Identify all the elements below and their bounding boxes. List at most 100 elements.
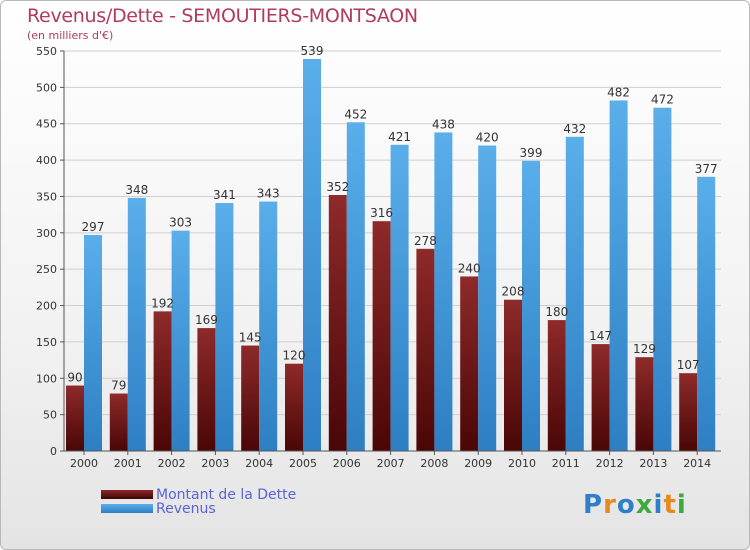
data-label-revenus: 421 [388, 130, 411, 144]
data-label-revenus: 377 [695, 162, 718, 176]
y-tick-label: 100 [36, 372, 57, 385]
data-label-revenus: 297 [82, 220, 105, 234]
bar-revenus [303, 59, 321, 451]
bar-revenus [171, 230, 190, 451]
data-label-revenus: 399 [520, 146, 543, 160]
data-label-dette: 145 [239, 331, 262, 345]
logo-letter: i [676, 490, 687, 520]
logo-letter: P [583, 490, 604, 520]
bar-dette [109, 393, 128, 451]
bar-revenus [478, 145, 497, 451]
bar-dette [197, 328, 216, 451]
bar-dette [66, 385, 84, 451]
data-label-dette: 240 [458, 261, 481, 275]
data-label-dette: 120 [283, 349, 306, 363]
bar-revenus [697, 176, 716, 451]
bar-revenus [346, 122, 365, 451]
logo-letter: o [616, 490, 636, 520]
legend-label-dette: Montant de la Dette [156, 487, 297, 503]
bar-dette [372, 221, 391, 451]
x-tick-label: 2007 [377, 457, 405, 470]
bar-revenus [215, 203, 234, 451]
bar-dette [241, 345, 260, 451]
legend-label-revenus: Revenus [156, 501, 216, 517]
data-label-dette: 79 [111, 379, 126, 393]
bar-revenus [127, 197, 146, 451]
y-tick-label: 150 [36, 336, 57, 349]
bar-dette [591, 344, 610, 451]
data-label-dette: 107 [677, 358, 700, 372]
x-tick-label: 2001 [114, 457, 142, 470]
data-label-dette: 90 [67, 371, 82, 385]
legend-swatch-dette [101, 490, 153, 499]
data-label-revenus: 303 [169, 216, 192, 230]
y-tick-label: 550 [36, 45, 57, 58]
bar-dette [504, 299, 522, 451]
x-tick-label: 2010 [508, 457, 536, 470]
bar-dette [635, 357, 654, 451]
data-label-dette: 192 [151, 296, 174, 310]
y-tick-label: 450 [36, 118, 57, 131]
bar-dette [285, 363, 303, 451]
bar-dette [328, 195, 347, 451]
x-tick-label: 2008 [420, 457, 448, 470]
data-label-dette: 278 [414, 234, 437, 248]
data-label-revenus: 348 [125, 183, 148, 197]
x-tick-label: 2011 [552, 457, 580, 470]
bar-dette [460, 276, 479, 451]
data-label-revenus: 343 [257, 187, 280, 201]
data-label-dette: 129 [633, 342, 656, 356]
logo-letter: i [653, 490, 664, 520]
logo-letter: t [663, 490, 677, 520]
x-tick-label: 2000 [70, 457, 98, 470]
data-label-revenus: 438 [432, 117, 455, 131]
bar-revenus [609, 100, 628, 452]
x-tick-label: 2004 [245, 457, 273, 470]
bar-dette [679, 373, 698, 451]
y-tick-label: 0 [50, 445, 57, 458]
data-label-revenus: 341 [213, 188, 236, 202]
data-label-revenus: 539 [301, 44, 324, 58]
y-tick-label: 50 [43, 409, 57, 422]
y-tick-label: 400 [36, 154, 57, 167]
bar-revenus [653, 107, 672, 452]
data-label-revenus: 472 [651, 93, 674, 107]
legend-swatch-revenus [101, 504, 153, 513]
y-tick-label: 200 [36, 300, 57, 313]
bar-revenus [390, 144, 409, 451]
data-label-dette: 316 [370, 206, 393, 220]
bar-revenus [434, 132, 453, 452]
bar-dette [153, 311, 172, 451]
y-tick-label: 300 [36, 227, 57, 240]
x-tick-label: 2009 [464, 457, 492, 470]
x-tick-label: 2014 [683, 457, 711, 470]
data-label-dette: 147 [589, 329, 612, 343]
x-tick-label: 2002 [158, 457, 186, 470]
data-label-revenus: 452 [344, 107, 367, 121]
chart-subtitle: (en milliers d'€) [27, 29, 114, 42]
logo-letter: r [603, 490, 617, 520]
y-tick-label: 250 [36, 263, 57, 276]
x-tick-label: 2006 [333, 457, 361, 470]
chart-title: Revenus/Dette - SEMOUTIERS-MONTSAON [27, 5, 418, 27]
data-label-revenus: 482 [607, 85, 630, 99]
bar-revenus [259, 201, 278, 451]
y-tick-label: 350 [36, 190, 57, 203]
x-tick-label: 2003 [201, 457, 229, 470]
bar-revenus [84, 235, 102, 451]
data-label-revenus: 420 [476, 131, 499, 145]
data-label-dette: 208 [502, 285, 525, 299]
x-tick-label: 2013 [639, 457, 667, 470]
x-tick-label: 2005 [289, 457, 317, 470]
data-label-revenus: 432 [563, 122, 586, 136]
bar-dette [547, 320, 566, 451]
bar-dette [416, 248, 435, 451]
bar-revenus [565, 136, 584, 451]
bar-revenus [522, 160, 540, 451]
logo-letter: x [635, 490, 654, 520]
data-label-dette: 180 [545, 305, 568, 319]
x-tick-label: 2012 [596, 457, 624, 470]
y-tick-label: 500 [36, 81, 57, 94]
